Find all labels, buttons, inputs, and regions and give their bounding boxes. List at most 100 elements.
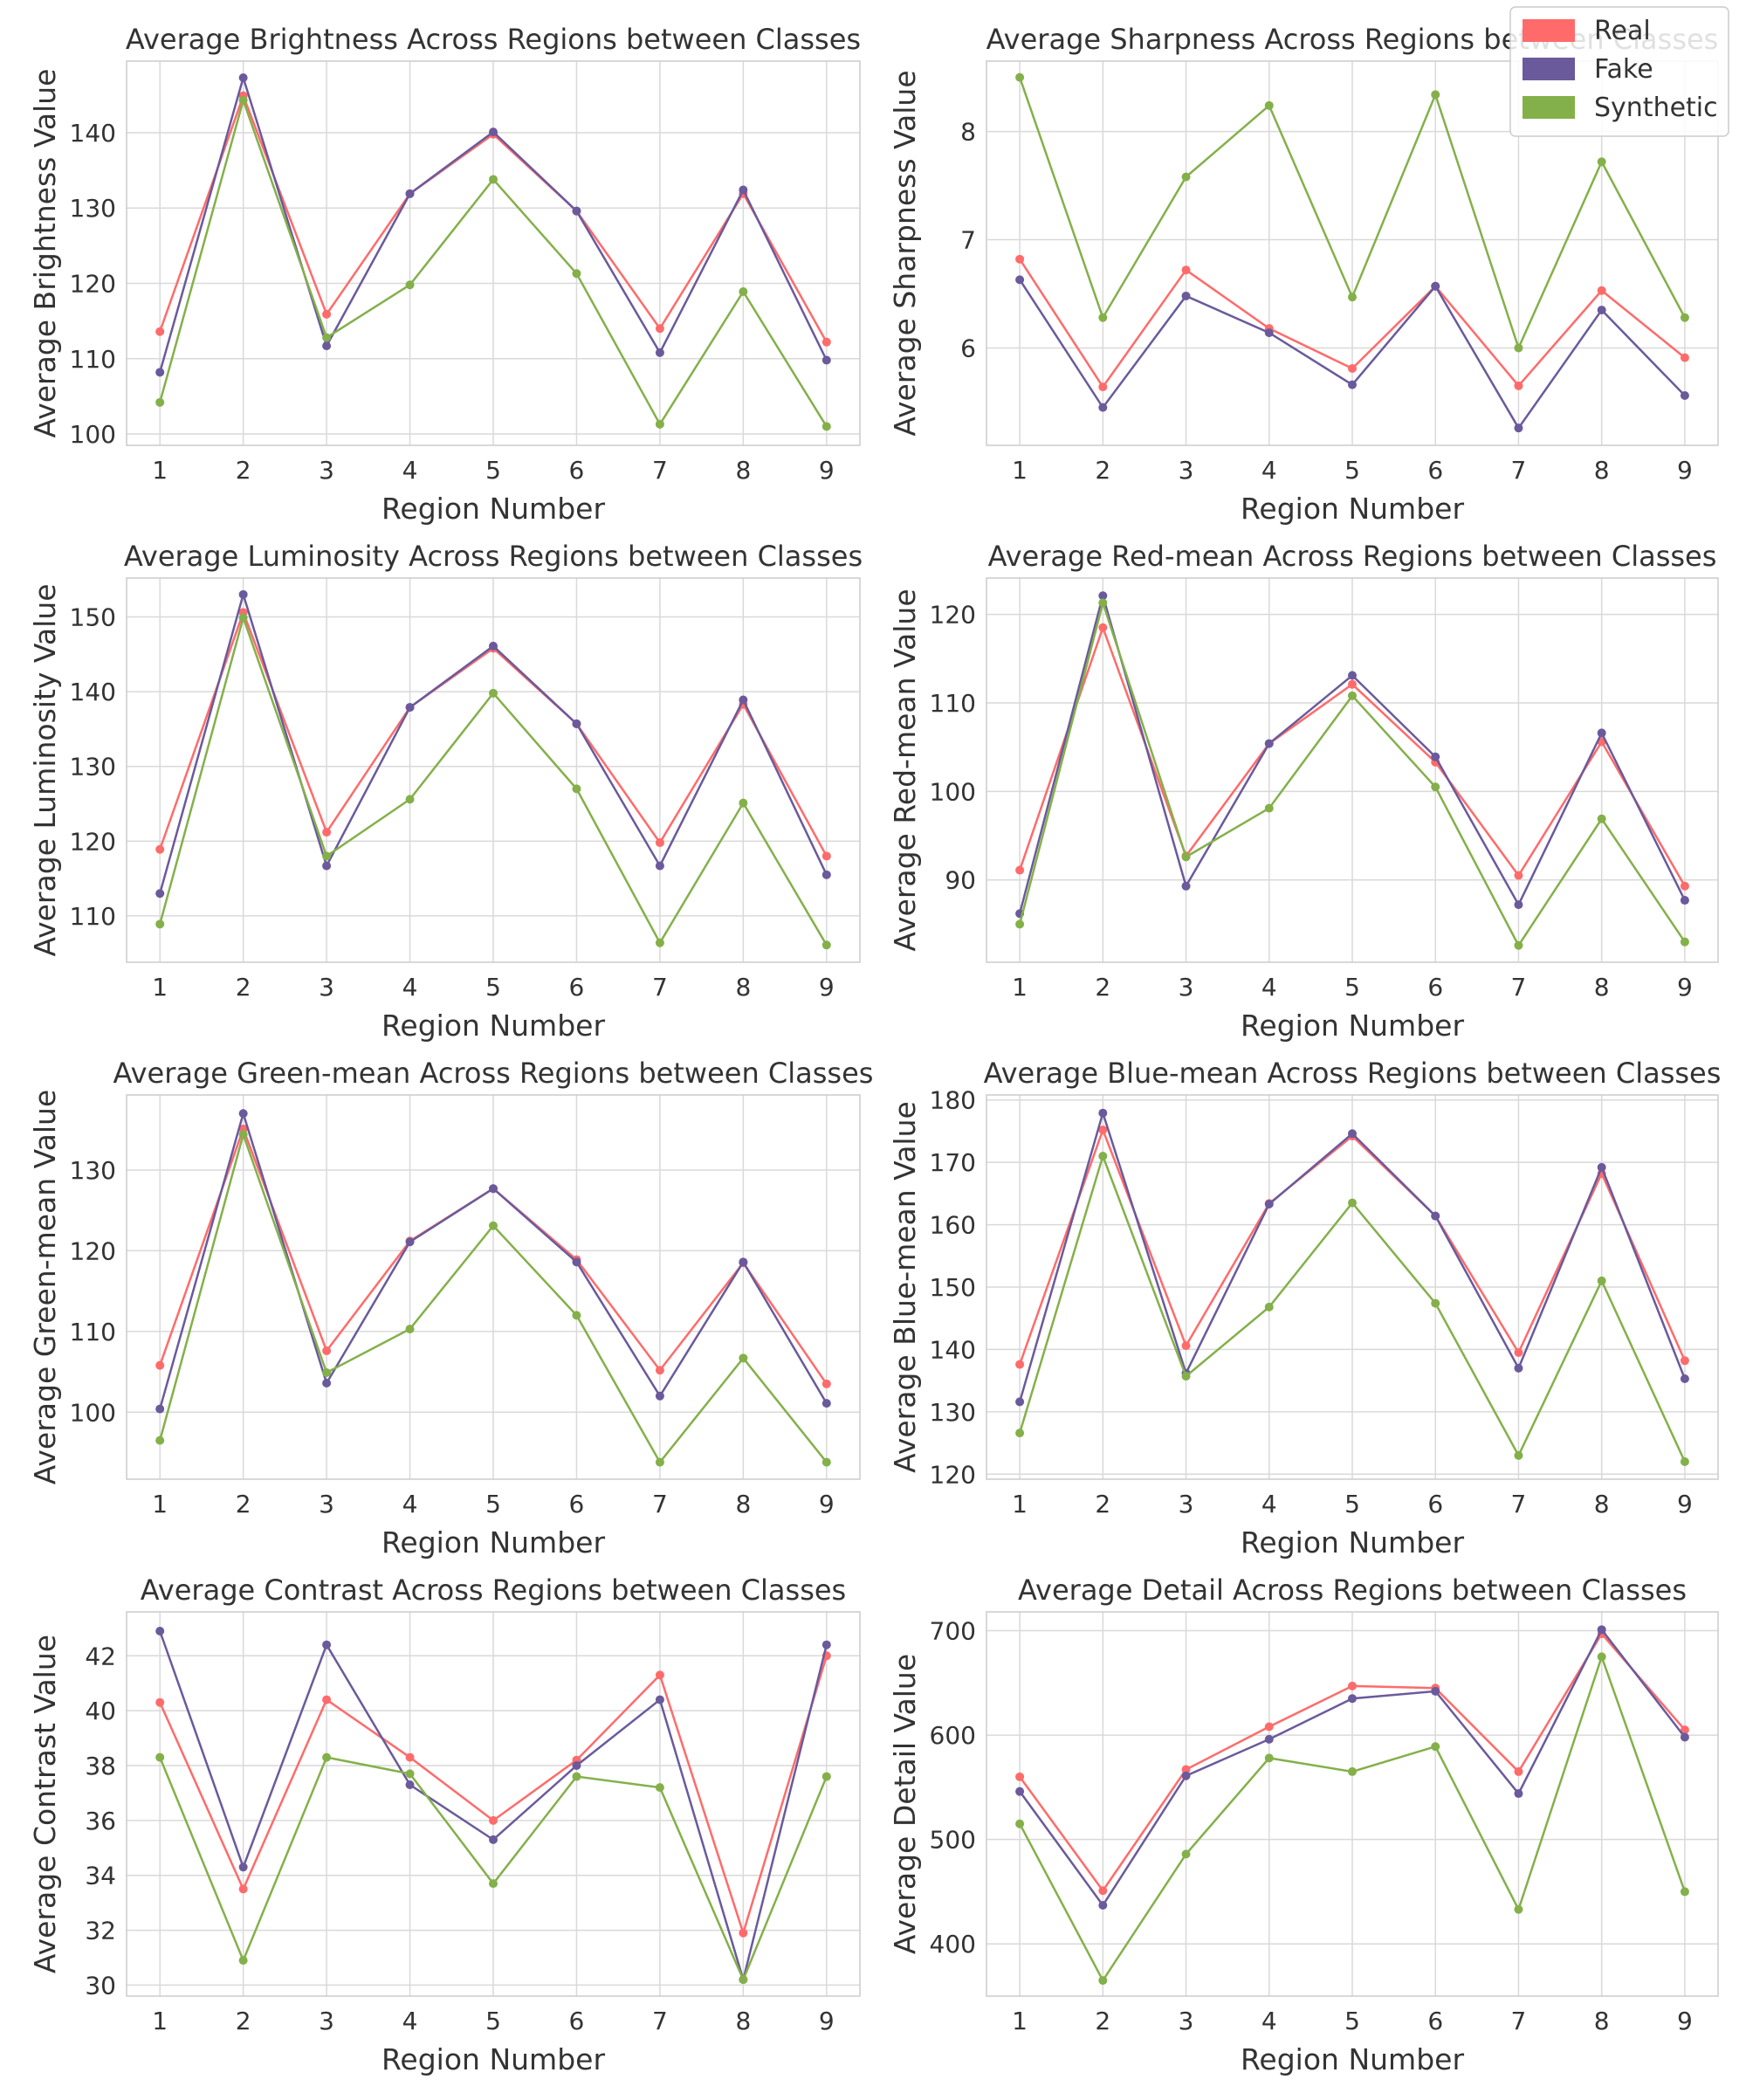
x-tick-label: 9 [819,456,835,485]
plot-frame [986,1094,1719,1480]
data-point-synthetic [739,1353,748,1363]
chart-panel-8: 1 2 3 4 5 6 7 8 9 400 500 600 700 Average Detail Acro… [888,1573,1719,2076]
data-point-real [1181,265,1191,275]
plot-frame [126,1611,861,1997]
x-axis-label: Region Number [382,492,605,526]
data-point-fake [1098,1108,1108,1118]
data-point-real [655,838,664,848]
y-tick-label: 8 [960,118,976,147]
x-tick-label: 2 [236,456,251,485]
data-point-fake [1680,390,1689,400]
y-tick-label: 110 [70,902,116,931]
y-tick-label: 38 [85,1752,116,1780]
data-point-synthetic [1597,814,1606,823]
data-point-fake [405,703,415,713]
data-point-fake [655,1695,664,1704]
data-point-real [1098,382,1108,392]
data-point-real [1015,865,1025,875]
data-point-fake [1098,591,1108,601]
x-tick-label: 5 [1344,2007,1360,2035]
plot-frame [986,1611,1719,1997]
data-point-fake [1680,1732,1689,1742]
data-point-real [155,1360,165,1370]
chart-title: Average Contrast Across Regions between … [141,1573,846,1607]
x-tick-label: 5 [1344,973,1360,1002]
y-axis-label: Average Sharpness Value [888,70,922,436]
chart-title: Average Blue-mean Across Regions between… [984,1057,1722,1090]
x-tick-label: 2 [236,2007,251,2035]
data-point-real [1680,1356,1689,1366]
data-point-real [1348,364,1357,373]
data-point-real [155,327,165,336]
data-point-fake [1514,900,1523,910]
chart-title: Average Brightness Across Regions betwee… [126,23,861,56]
x-tick-label: 1 [1012,456,1028,485]
data-point-fake [1015,1397,1025,1407]
data-point-synthetic [572,784,581,794]
y-tick-label: 32 [85,1917,116,1945]
data-point-fake [1348,380,1357,389]
y-tick-label: 500 [930,1826,976,1855]
data-point-synthetic [489,1879,498,1889]
x-tick-label: 7 [652,1490,668,1518]
y-tick-label: 700 [930,1617,976,1646]
data-point-fake [1015,275,1025,285]
data-point-synthetic [1181,852,1191,862]
chart-panel-5: 1 2 3 4 5 6 7 8 9 100 110 120 130 Average Green-mean … [28,1057,873,1560]
data-point-synthetic [821,1772,831,1781]
data-point-fake [1514,1363,1523,1373]
x-tick-label: 7 [1511,973,1527,1002]
data-point-synthetic [489,175,498,184]
x-tick-label: 6 [569,2007,585,2035]
data-point-synthetic [1098,313,1108,322]
data-point-synthetic [1015,1429,1025,1438]
data-point-synthetic [1264,100,1274,110]
data-point-fake [655,861,664,871]
y-axis-label: Average Green-mean Value [28,1090,62,1485]
data-point-synthetic [1181,1849,1191,1859]
data-point-synthetic [322,1367,332,1377]
data-point-fake [1348,671,1357,680]
data-point-fake [322,1640,332,1649]
x-tick-label: 2 [1095,1490,1110,1518]
data-point-synthetic [1348,1198,1357,1208]
y-tick-label: 36 [85,1807,116,1835]
data-point-synthetic [322,1752,332,1762]
y-axis-label: Average Detail Value [888,1654,922,1954]
data-point-synthetic [405,280,415,290]
y-tick-label: 120 [70,1236,116,1265]
data-point-real [1514,381,1523,390]
data-point-synthetic [739,1975,748,1985]
data-point-synthetic [155,1436,165,1445]
data-point-synthetic [1597,157,1606,167]
x-tick-label: 3 [1179,2007,1194,2035]
legend-swatch-synthetic [1523,96,1575,119]
data-point-synthetic [405,1325,415,1334]
data-point-fake [1181,1771,1191,1780]
data-point-real [655,1366,664,1375]
legend-label-real: Real [1594,16,1651,46]
data-point-fake [322,1379,332,1387]
data-point-synthetic [1680,937,1689,947]
data-point-synthetic [405,1769,415,1779]
y-axis-label: Average Red-mean Value [888,589,922,951]
x-tick-label: 5 [1344,456,1360,485]
data-point-synthetic [1597,1276,1606,1285]
data-point-real [1348,1681,1357,1690]
x-tick-label: 8 [1594,2007,1610,2035]
data-point-real [238,1884,248,1894]
x-tick-label: 8 [1594,1490,1610,1518]
data-point-fake [1514,1789,1523,1799]
data-point-real [405,1752,415,1762]
x-tick-label: 9 [1677,2007,1693,2035]
data-point-fake [739,695,748,705]
y-tick-label: 100 [70,420,116,449]
data-point-synthetic [821,940,831,950]
data-point-real [1264,1722,1274,1732]
data-point-synthetic [1431,782,1440,792]
data-point-synthetic [821,1457,831,1467]
data-point-synthetic [821,422,831,431]
data-point-fake [155,1404,165,1414]
data-point-fake [821,870,831,879]
